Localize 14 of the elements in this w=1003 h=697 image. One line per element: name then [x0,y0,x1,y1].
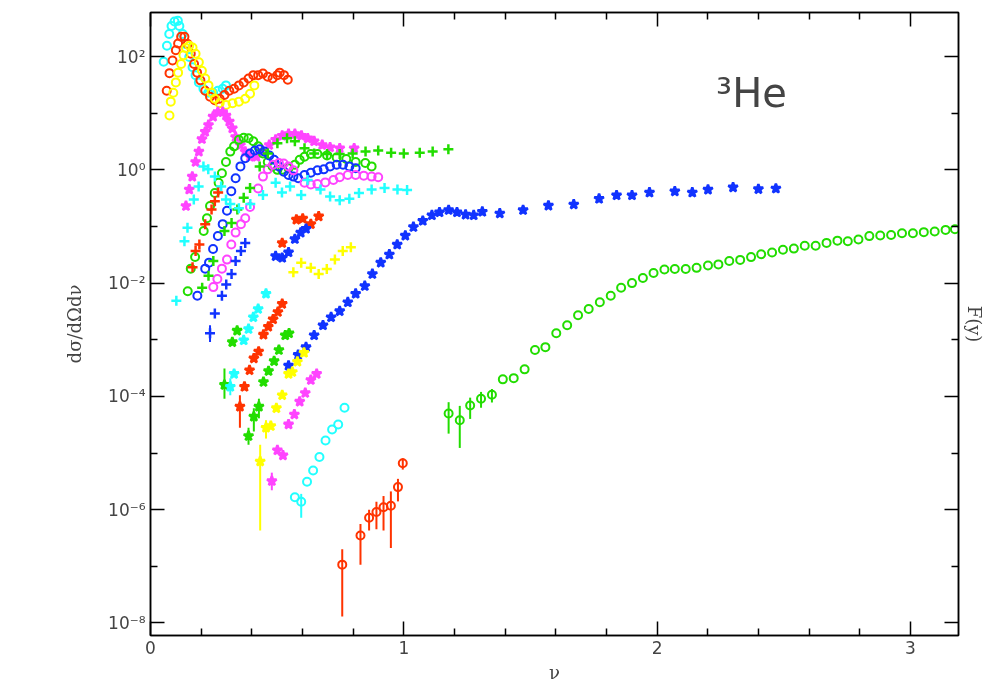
x-tick-label: 3 [904,637,916,658]
x-tick-label: 1 [398,637,410,658]
annotation: ³He [716,70,787,117]
y-tick-label: 10⁰ [117,159,146,180]
y-tick-label: 10⁻⁴ [108,386,146,407]
y-tick-label: 10² [117,46,146,67]
y-axis-title: dσ/dΩdν [64,284,86,364]
x-tick-label: 0 [145,637,156,658]
text: F(y) [963,305,985,343]
y-tick-label: 10⁻⁸ [108,612,146,633]
y-tick-label: 10⁻⁶ [108,499,146,520]
y-tick-label: 10⁻² [108,273,146,294]
x-tick-label: 2 [651,637,663,658]
x-axis-title: ν [549,661,560,683]
